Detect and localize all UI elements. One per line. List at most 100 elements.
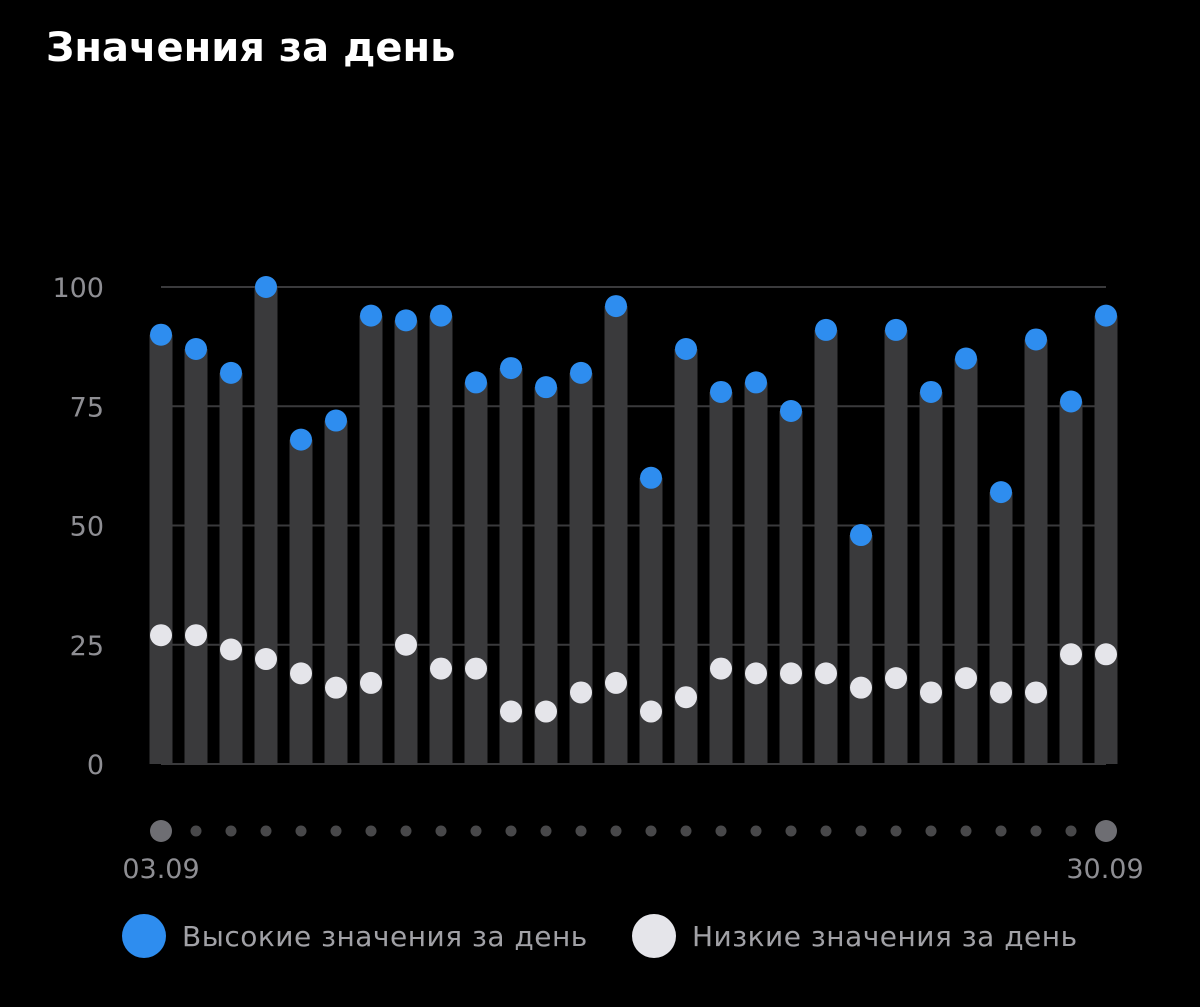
low-point bbox=[220, 638, 242, 661]
high-point bbox=[745, 371, 767, 394]
range-bar bbox=[779, 411, 803, 764]
x-tick-dot-end bbox=[1095, 820, 1117, 842]
x-tick-dot bbox=[715, 825, 727, 837]
low-point bbox=[1025, 681, 1047, 704]
range-bar bbox=[1024, 339, 1048, 764]
high-point bbox=[535, 376, 557, 399]
x-tick-dot bbox=[575, 825, 587, 837]
high-point bbox=[605, 295, 627, 318]
high-point bbox=[430, 304, 452, 327]
low-point bbox=[150, 624, 172, 647]
high-point bbox=[955, 347, 977, 370]
range-bar bbox=[569, 372, 593, 764]
x-tick-dot bbox=[855, 825, 867, 837]
x-tick-dot bbox=[960, 825, 972, 837]
low-point bbox=[710, 657, 732, 680]
range-bar bbox=[219, 372, 243, 764]
x-tick-dot bbox=[540, 825, 552, 837]
x-tick-dot bbox=[505, 825, 517, 837]
range-bar bbox=[149, 334, 173, 764]
y-tick-label: 100 bbox=[52, 273, 104, 304]
high-point bbox=[920, 380, 942, 403]
high-point bbox=[1025, 328, 1047, 351]
high-point bbox=[710, 380, 732, 403]
high-point bbox=[990, 481, 1012, 504]
low-point bbox=[815, 662, 837, 685]
range-bar bbox=[534, 387, 558, 764]
gridlines bbox=[161, 286, 1106, 765]
x-tick-dot bbox=[330, 825, 342, 837]
high-point bbox=[675, 338, 697, 361]
low-point bbox=[990, 681, 1012, 704]
high-point bbox=[255, 276, 277, 298]
low-point bbox=[850, 676, 872, 699]
range-bar bbox=[744, 382, 768, 764]
x-tick-dot-end bbox=[150, 820, 172, 842]
x-start-label: 03.09 bbox=[122, 854, 199, 885]
range-bar bbox=[254, 287, 278, 764]
legend-high-label: Высокие значения за день bbox=[182, 919, 588, 953]
y-axis-ticks: 0 25 50 75 100 bbox=[52, 273, 104, 781]
legend-item-low: Низкие значения за день bbox=[632, 912, 1078, 960]
x-tick-dot bbox=[925, 825, 937, 837]
x-tick-dot bbox=[260, 825, 272, 837]
x-tick-dot bbox=[785, 825, 797, 837]
range-bar bbox=[989, 492, 1013, 764]
x-tick-dot bbox=[295, 825, 307, 837]
x-axis: 03.09 30.09 bbox=[122, 820, 1144, 885]
low-point bbox=[955, 667, 977, 690]
x-tick-dot bbox=[365, 825, 377, 837]
high-point bbox=[395, 309, 417, 332]
low-point bbox=[465, 657, 487, 680]
high-point bbox=[465, 371, 487, 394]
high-point bbox=[185, 338, 207, 361]
high-point bbox=[1095, 304, 1117, 327]
high-point bbox=[150, 323, 172, 346]
low-point bbox=[605, 671, 627, 694]
x-tick-dot bbox=[400, 825, 412, 837]
low-point bbox=[395, 633, 417, 656]
high-point bbox=[325, 409, 347, 432]
high-point bbox=[500, 357, 522, 380]
chart-title: Значения за день bbox=[46, 25, 456, 71]
x-tick-dot bbox=[890, 825, 902, 837]
x-tick-dot bbox=[750, 825, 762, 837]
range-bar bbox=[464, 382, 488, 764]
x-tick-dot bbox=[645, 825, 657, 837]
range-bar bbox=[184, 349, 208, 764]
x-end-label: 30.09 bbox=[1066, 854, 1143, 885]
range-bar bbox=[359, 315, 383, 764]
points bbox=[150, 276, 1117, 723]
y-tick-label: 50 bbox=[70, 512, 104, 543]
low-point bbox=[675, 686, 697, 709]
range-bar bbox=[1094, 315, 1118, 764]
low-point bbox=[185, 624, 207, 647]
range-bar bbox=[639, 477, 663, 764]
range-bar bbox=[674, 349, 698, 764]
legend-low-label: Низкие значения за день bbox=[692, 919, 1078, 953]
low-point bbox=[255, 648, 277, 671]
low-point bbox=[885, 667, 907, 690]
high-point bbox=[360, 304, 382, 327]
x-tick-dot bbox=[995, 825, 1007, 837]
low-point bbox=[920, 681, 942, 704]
low-point bbox=[290, 662, 312, 685]
x-tick-dot bbox=[225, 825, 237, 837]
x-tick-dot bbox=[190, 825, 202, 837]
range-bar bbox=[289, 439, 313, 764]
range-bar bbox=[429, 315, 453, 764]
low-point bbox=[780, 662, 802, 685]
legend-high-swatch bbox=[122, 914, 166, 958]
low-point bbox=[570, 681, 592, 704]
x-tick-dot bbox=[1065, 825, 1077, 837]
x-tick-dot bbox=[435, 825, 447, 837]
y-tick-label: 75 bbox=[70, 392, 104, 423]
high-point bbox=[850, 524, 872, 547]
range-bar bbox=[814, 329, 838, 764]
high-point bbox=[885, 318, 907, 341]
low-point bbox=[360, 671, 382, 694]
range-bar bbox=[709, 391, 733, 764]
low-point bbox=[500, 700, 522, 723]
range-bar bbox=[394, 320, 418, 764]
